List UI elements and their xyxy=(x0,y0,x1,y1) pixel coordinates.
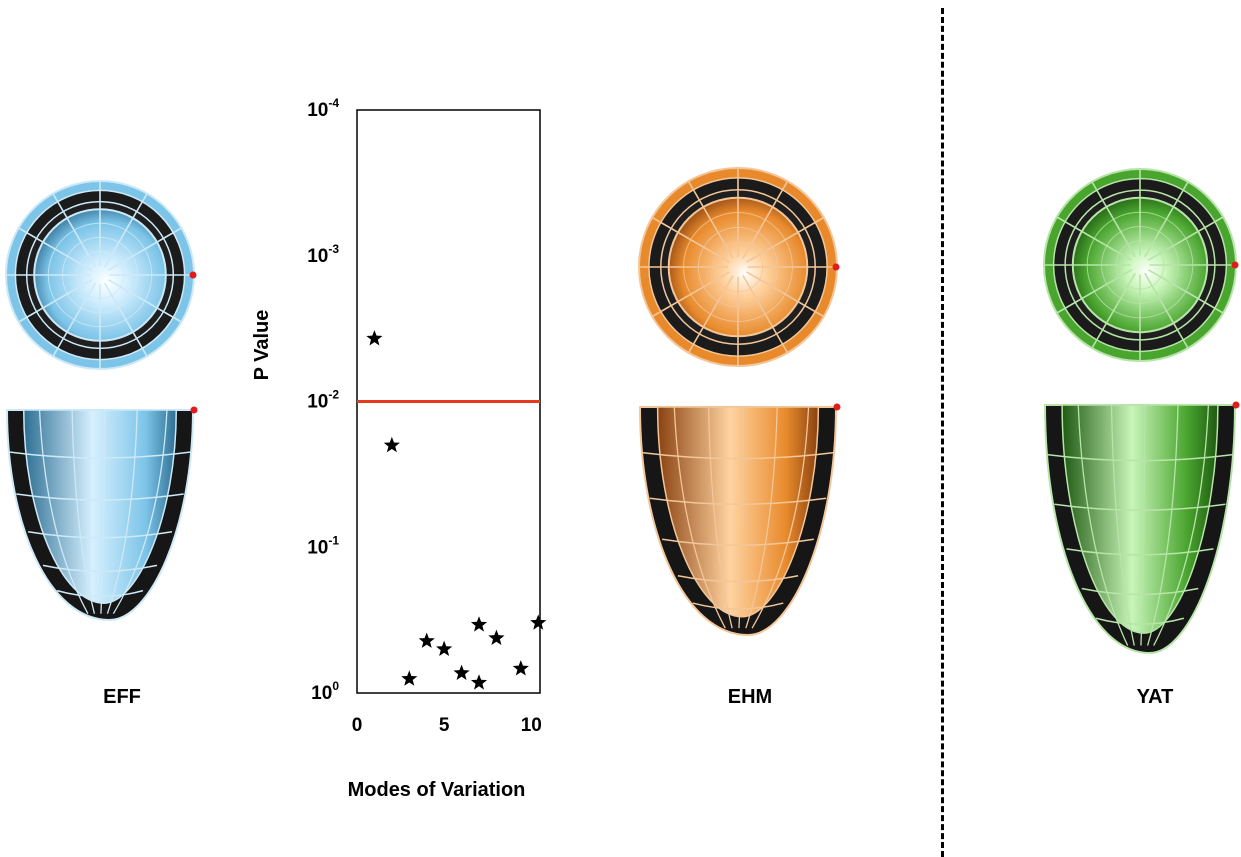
data-point-star xyxy=(530,614,547,630)
y-tick-label: 10-4 xyxy=(307,96,339,121)
x-tick-label: 5 xyxy=(439,715,450,736)
data-point-star xyxy=(512,660,529,676)
section-divider xyxy=(941,8,944,857)
y-axis-ticks: 10-4 10-3 10-2 10-1 100 xyxy=(307,96,339,704)
data-point-star xyxy=(383,436,400,453)
data-point-star xyxy=(436,640,453,656)
model-label-yat: YAT xyxy=(1136,686,1174,708)
data-point-star xyxy=(488,629,505,645)
data-point-star xyxy=(453,664,470,680)
x-axis-label: Modes of Variation xyxy=(348,779,526,801)
data-point-star xyxy=(470,616,488,632)
x-tick-label: 0 xyxy=(352,715,363,736)
data-point-star xyxy=(470,674,488,690)
top-view xyxy=(5,180,197,370)
heart-model-ehm xyxy=(638,167,841,637)
data-point-star xyxy=(366,330,383,346)
y-axis-label: P Value xyxy=(251,310,273,381)
model-label-ehm: EHM xyxy=(727,686,773,708)
heart-model-yat xyxy=(1043,168,1240,655)
top-view xyxy=(638,167,840,367)
side-view xyxy=(1043,401,1240,655)
y-tick-label: 10-1 xyxy=(307,533,339,558)
x-tick-label: 10 xyxy=(521,715,542,736)
data-points xyxy=(366,330,547,690)
y-tick-label: 10-2 xyxy=(307,388,339,413)
model-label-eff: EFF xyxy=(103,686,141,708)
p-value-chart: 10-4 10-3 10-2 10-1 100 0 5 10 P Value Modes o… xyxy=(251,96,547,801)
y-tick-label: 10-3 xyxy=(307,242,339,267)
heart-model-eff xyxy=(5,180,198,622)
data-point-star xyxy=(401,670,418,686)
side-view xyxy=(5,406,198,622)
y-tick-label: 100 xyxy=(311,679,339,704)
data-point-star xyxy=(418,632,435,648)
top-view xyxy=(1043,168,1239,362)
x-axis-ticks: 0 5 10 xyxy=(352,715,542,736)
side-view xyxy=(638,403,841,637)
